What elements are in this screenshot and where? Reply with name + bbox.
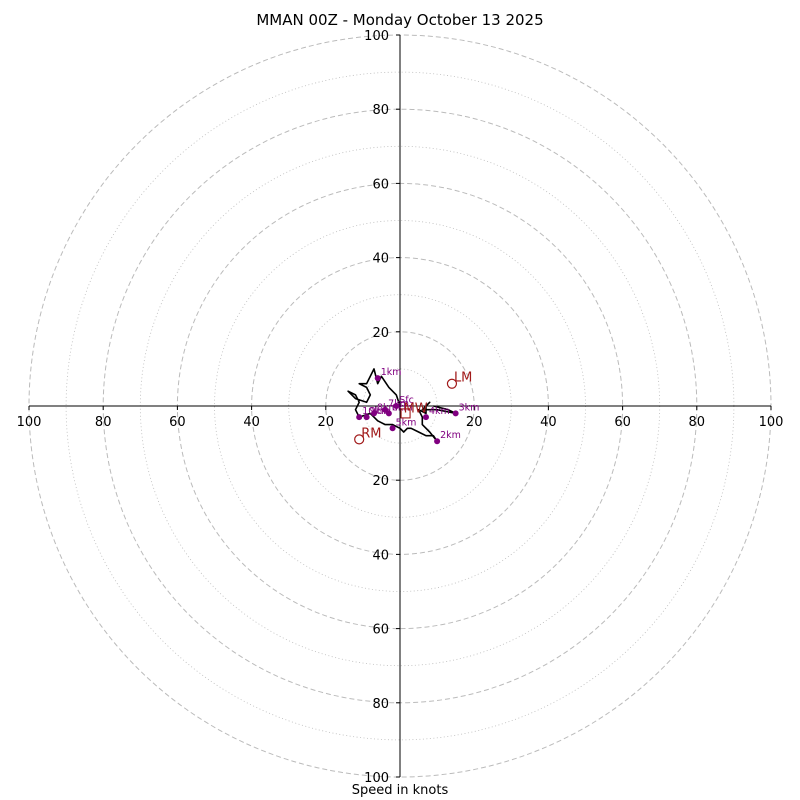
y-tick-label: 80 <box>372 103 389 118</box>
x-tick-label: 40 <box>540 415 557 430</box>
motion-marker-rm <box>354 434 365 445</box>
height-marker-4km <box>422 414 429 421</box>
motion-label-mw: MW <box>404 401 428 416</box>
chart-title: MMAN 00Z - Monday October 13 2025 <box>256 11 544 29</box>
hodograph-line <box>347 368 457 443</box>
y-tick-label: 40 <box>372 548 389 563</box>
height-marker-9km <box>363 414 370 421</box>
y-tick-label: 60 <box>372 177 389 192</box>
y-tick-label: 60 <box>372 623 389 638</box>
height-marker-8km <box>371 410 378 417</box>
hodograph-trace <box>347 368 457 443</box>
height-marker-sfc <box>393 403 400 409</box>
x-tick-label: 40 <box>243 415 260 430</box>
height-label-8km: 8km <box>377 402 398 413</box>
height-label-sfc: Sfc <box>399 395 414 406</box>
height-label-5km: 5km <box>396 417 417 428</box>
height-label-6km: 6km <box>392 402 413 413</box>
motion-label-lm: LM <box>454 371 472 386</box>
x-tick-label: 100 <box>17 415 42 430</box>
height-marker-3km <box>452 410 459 417</box>
x-tick-label: 80 <box>95 415 112 430</box>
y-tick-label: 20 <box>372 474 389 489</box>
motion-marker-mw <box>400 408 411 419</box>
height-marker-1km <box>374 375 381 382</box>
height-label-4km: 4km <box>429 406 450 417</box>
y-tick-label: 20 <box>372 326 389 341</box>
height-label-3km: 3km <box>459 402 480 413</box>
height-marker-7km <box>382 406 389 413</box>
x-tick-label: 100 <box>759 415 784 430</box>
x-tick-label: 20 <box>318 415 335 430</box>
x-tick-label: 20 <box>466 415 483 430</box>
height-label-1km: 1km <box>381 367 402 378</box>
motion-label-rm: RM <box>361 426 381 441</box>
height-label-10km: 10km <box>362 406 389 417</box>
height-marker-6km <box>385 410 392 417</box>
storm-motion-markers: LM RM MW <box>354 371 472 445</box>
x-tick-label: 80 <box>689 415 706 430</box>
height-label-9km: 9km <box>370 406 391 417</box>
y-tick-label: 100 <box>364 771 389 786</box>
height-label-7km: 7km <box>388 399 409 410</box>
motion-marker-lm <box>446 378 458 389</box>
tick-labels: 100 80 60 40 20 20 40 60 80 100 100 80 60 40 20 20 40 60 8… <box>17 29 784 786</box>
y-tick-label: 40 <box>372 252 389 267</box>
height-label-2km: 2km <box>440 430 461 441</box>
x-axis-label: Speed in knots <box>351 783 449 798</box>
x-tick-label: 60 <box>169 415 186 430</box>
y-tick-label: 100 <box>364 29 389 44</box>
height-marker-10km <box>356 414 363 421</box>
y-tick-label: 80 <box>372 697 389 712</box>
height-marker-5km <box>389 425 396 432</box>
height-marker-2km <box>434 438 441 445</box>
x-tick-label: 60 <box>614 415 631 430</box>
